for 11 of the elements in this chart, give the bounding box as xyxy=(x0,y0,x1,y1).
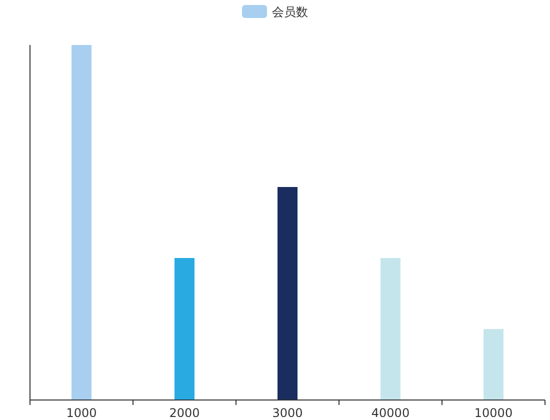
x-tick-label: 10000 xyxy=(474,406,513,420)
bar xyxy=(484,329,504,400)
legend-label: 会员数 xyxy=(272,5,308,19)
bar xyxy=(174,258,194,400)
x-tick-label: 40000 xyxy=(371,406,410,420)
bar xyxy=(72,45,92,400)
x-tick-label: 2000 xyxy=(169,406,200,420)
x-tick-label: 1000 xyxy=(66,406,97,420)
bar xyxy=(380,258,400,400)
x-tick-label: 3000 xyxy=(272,406,303,420)
bar xyxy=(278,187,298,400)
